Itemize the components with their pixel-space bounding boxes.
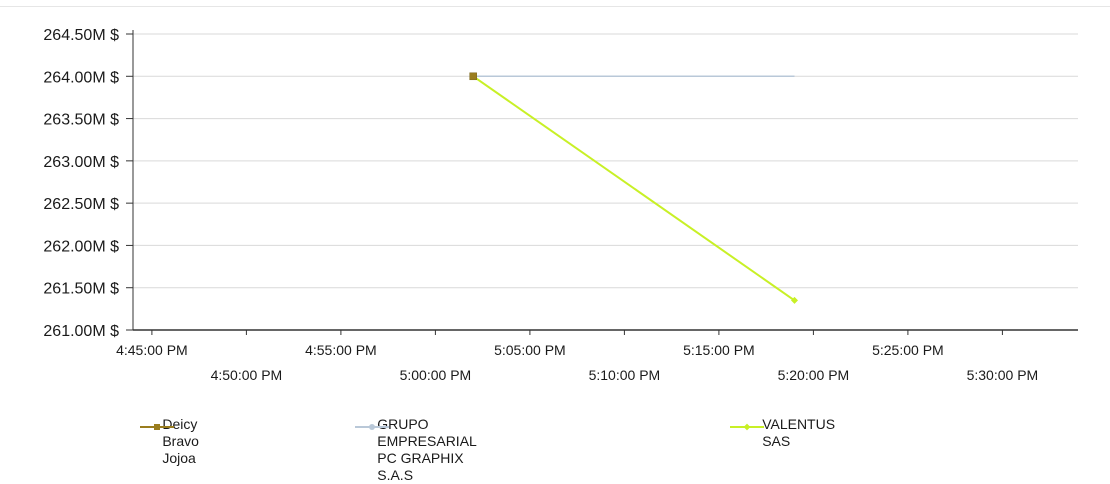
legend-swatch-2	[730, 416, 764, 431]
x-tick-label: 4:50:00 PM	[211, 367, 283, 383]
y-tick-label: 261.00M $	[43, 323, 119, 340]
legend-item-2[interactable]: VALENTUS SAS	[730, 416, 843, 450]
legend-swatch-0	[140, 416, 174, 430]
grid-lines	[133, 33, 1078, 289]
x-tick-label: 4:45:00 PM	[116, 342, 188, 358]
x-tick-label: 5:20:00 PM	[778, 367, 850, 383]
x-tick-label: 5:10:00 PM	[589, 367, 661, 383]
legend-item-0[interactable]: Deicy Bravo Jojoa	[140, 416, 217, 467]
legend-label-0: Deicy Bravo Jojoa	[162, 416, 199, 466]
y-tick-label: 263.00M $	[43, 154, 119, 171]
x-axis: 4:45:00 PM 4:50:00 PM 4:55:00 PM 5:00:00 PM…	[116, 329, 1078, 383]
x-tick-label: 5:25:00 PM	[872, 342, 944, 358]
x-tick-label: 5:30:00 PM	[967, 367, 1039, 383]
line-chart: 264.50M $ 264.00M $ 263.50M $ 263.00M $ 262.…	[43, 27, 1078, 383]
y-axis: 264.50M $ 264.00M $ 263.50M $ 263.00M $ 262.…	[43, 27, 134, 340]
y-tick-label: 264.00M $	[43, 69, 119, 86]
legend-item-1[interactable]: GRUPO EMPRESARIAL PC GRAPHIX S.A.S	[355, 416, 494, 484]
y-tick-label: 262.50M $	[43, 196, 119, 213]
legend-label-2: VALENTUS SAS	[762, 416, 836, 449]
legend-label-1: GRUPO EMPRESARIAL PC GRAPHIX S.A.S	[377, 416, 477, 483]
y-tick-label: 264.50M $	[43, 27, 119, 44]
data-point-2-1	[791, 296, 798, 304]
series-line-2	[472, 75, 796, 302]
y-tick-label: 263.50M $	[43, 112, 119, 129]
y-tick-label: 261.50M $	[43, 281, 119, 298]
x-tick-label: 4:55:00 PM	[305, 342, 377, 358]
y-tick-label: 262.00M $	[43, 238, 119, 255]
top-divider	[0, 6, 1110, 7]
x-tick-label: 5:00:00 PM	[400, 367, 472, 383]
x-tick-label: 5:15:00 PM	[683, 342, 755, 358]
legend-swatch-1	[355, 416, 389, 430]
data-point-0-0	[469, 72, 477, 81]
series-layer	[469, 72, 798, 304]
x-tick-label: 5:05:00 PM	[494, 342, 566, 358]
